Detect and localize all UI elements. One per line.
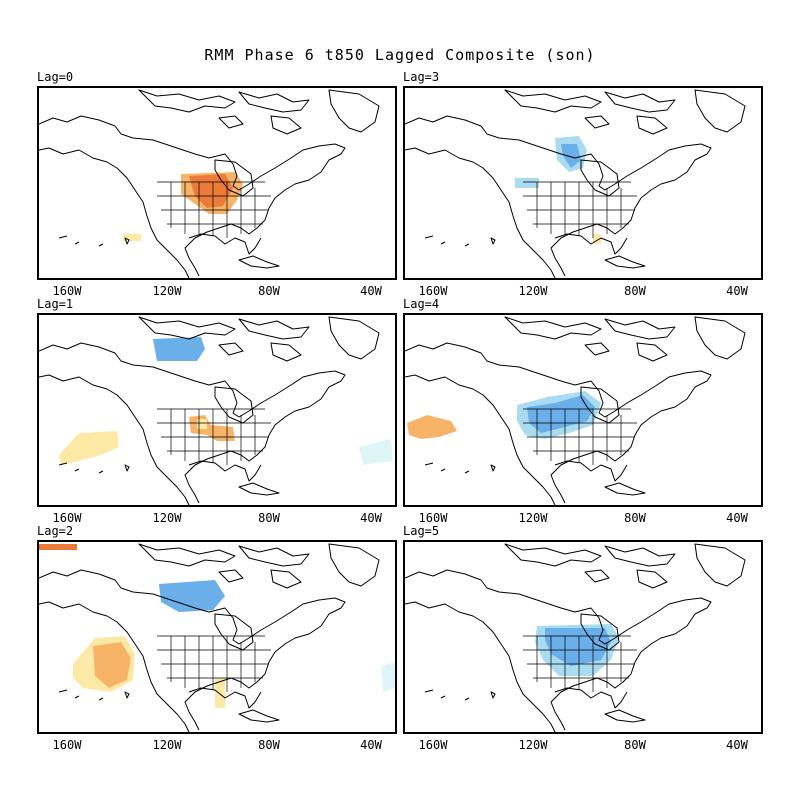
lon-tick: 160W [52,511,82,525]
lon-tick: 160W [52,284,82,298]
lon-tick: 120W [152,511,182,525]
lon-tick: 120W [518,511,548,525]
lon-tick: 160W [52,738,82,752]
lon-tick: 40W [360,738,382,752]
panel-lag-2: Lag=2 160W 120W 80W 40W [37,524,397,752]
anomaly-shading [407,391,601,439]
lon-tick: 40W [726,511,748,525]
lon-tick: 120W [518,284,548,298]
map-frame [403,313,763,507]
lon-tick: 120W [518,738,548,752]
lon-tick: 40W [360,511,382,525]
panel-lag-4: Lag=4 160W 120W 80W 40W [403,297,763,525]
lon-tick: 120W [152,738,182,752]
map-frame [37,313,397,507]
lon-tick: 80W [624,738,646,752]
panel-label: Lag=4 [403,297,440,311]
lon-tick: 40W [726,738,748,752]
panel-label: Lag=3 [403,70,440,84]
map-frame [37,540,397,734]
map-frame [403,86,763,280]
lon-tick: 120W [152,284,182,298]
lon-tick: 80W [624,284,646,298]
anomaly-shading [515,136,601,244]
map-frame [37,86,397,280]
anomaly-shading [123,172,243,241]
lon-tick: 160W [418,511,448,525]
panel-label: Lag=0 [37,70,74,84]
map-frame [403,540,763,734]
panel-lag-1: Lag=1 160W 120W 80W 40W [37,297,397,525]
lon-tick: 40W [360,284,382,298]
anomaly-shading [39,544,395,708]
lon-tick: 160W [418,284,448,298]
lon-tick: 80W [258,284,280,298]
page-title: RMM Phase 6 t850 Lagged Composite (son) [204,46,596,64]
panel-lag-5: Lag=5 160W 120W 80W 40W [403,524,763,752]
panel-label: Lag=2 [37,524,74,538]
panel-lag-3: Lag=3 160W 120W 80W 40W [403,70,763,298]
panel-label: Lag=5 [403,524,440,538]
panel-label: Lag=1 [37,297,74,311]
panel-lag-0: Lag=0 160W 120W 80W 40W [37,70,397,298]
anomaly-shading [59,337,393,465]
lon-tick: 80W [258,511,280,525]
lon-tick: 40W [726,284,748,298]
lon-tick: 80W [258,738,280,752]
lon-tick: 80W [624,511,646,525]
lon-tick: 160W [418,738,448,752]
